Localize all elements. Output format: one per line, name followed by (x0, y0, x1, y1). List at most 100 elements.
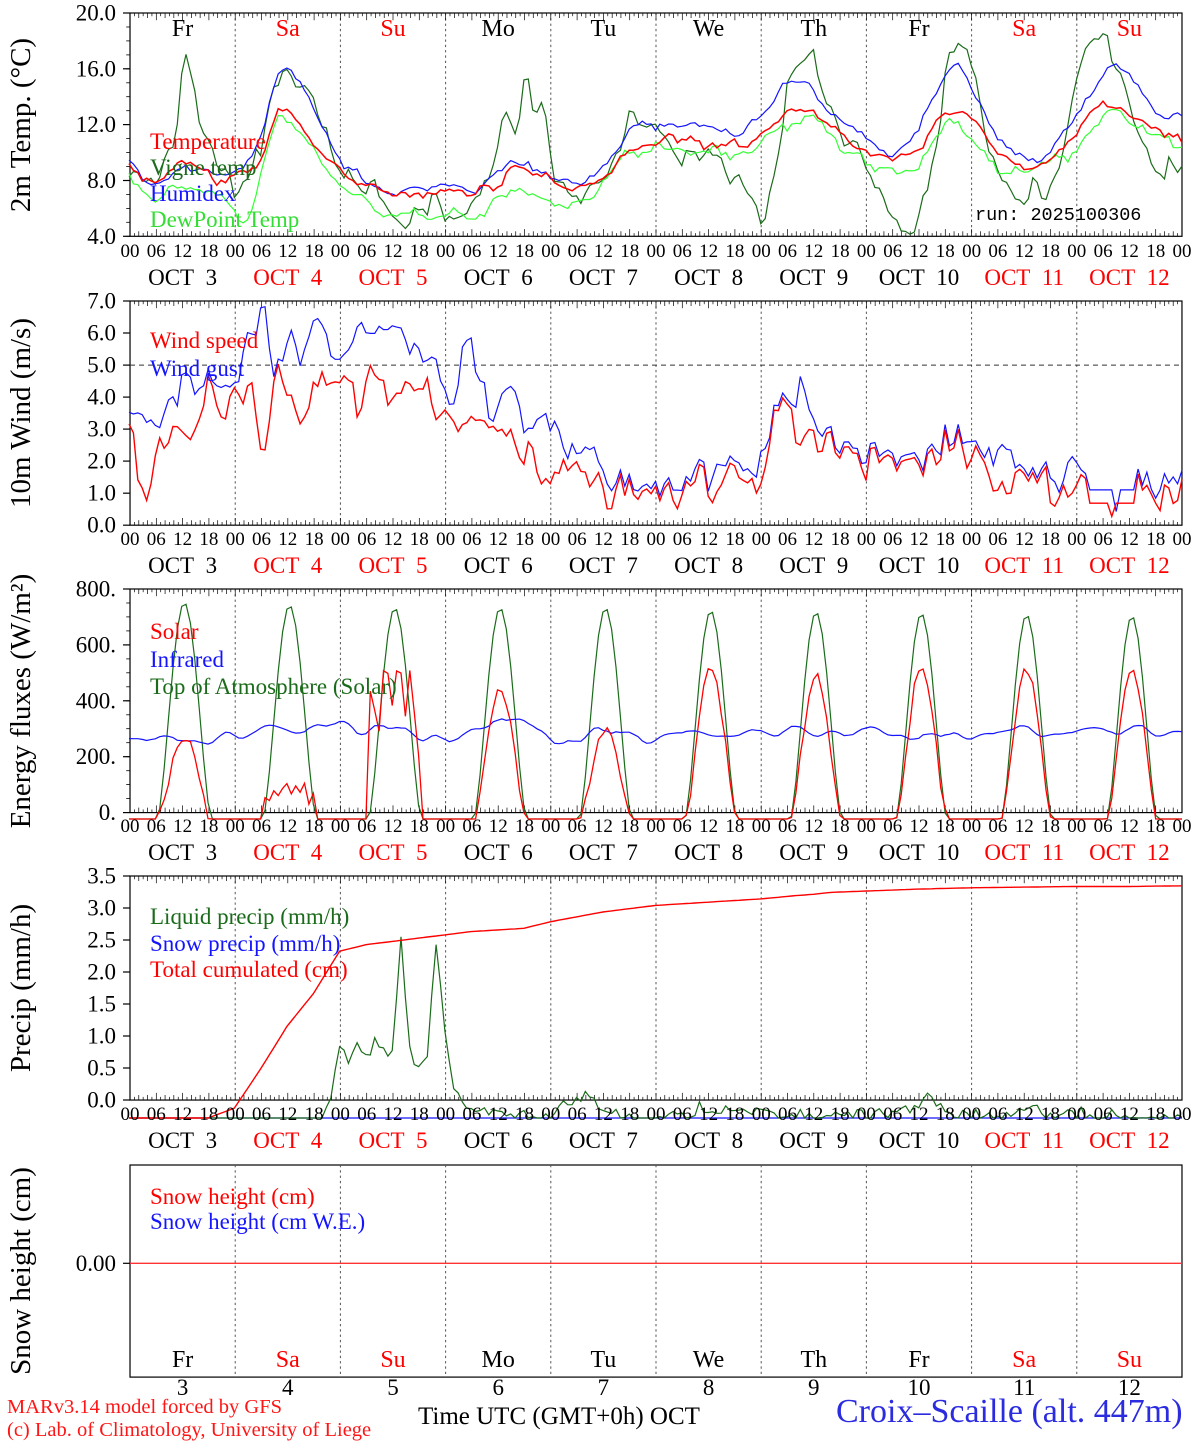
svg-text:OCT 3: OCT 3 (148, 840, 217, 865)
svg-text:3.0: 3.0 (87, 416, 116, 441)
svg-text:OCT 5: OCT 5 (359, 840, 428, 865)
svg-text:12: 12 (1015, 241, 1034, 262)
svg-text:00: 00 (752, 1104, 771, 1125)
svg-text:8.0: 8.0 (87, 168, 116, 193)
svg-text:12: 12 (384, 529, 403, 550)
svg-text:OCT 11: OCT 11 (984, 840, 1064, 865)
svg-text:OCT 7: OCT 7 (569, 553, 638, 578)
svg-text:OCT 4: OCT 4 (253, 1128, 323, 1153)
svg-text:00: 00 (121, 529, 140, 550)
svg-text:OCT 9: OCT 9 (779, 553, 848, 578)
svg-text:12: 12 (699, 1104, 718, 1125)
svg-text:7.0: 7.0 (87, 288, 116, 313)
svg-text:00: 00 (541, 816, 560, 837)
svg-text:12: 12 (594, 241, 613, 262)
svg-text:06: 06 (883, 529, 902, 550)
svg-text:12: 12 (699, 529, 718, 550)
svg-text:18: 18 (515, 816, 534, 837)
svg-text:12.0: 12.0 (76, 112, 116, 137)
svg-text:6: 6 (492, 1375, 504, 1400)
svg-text:800.: 800. (76, 576, 116, 601)
svg-text:OCT 6: OCT 6 (464, 840, 533, 865)
svg-text:06: 06 (988, 529, 1007, 550)
svg-text:Su: Su (1117, 16, 1142, 42)
svg-text:Infrared: Infrared (150, 647, 225, 672)
svg-text:12: 12 (278, 529, 297, 550)
svg-text:200.: 200. (76, 744, 116, 769)
svg-text:OCT 4: OCT 4 (253, 553, 323, 578)
svg-text:00: 00 (647, 241, 666, 262)
svg-text:18: 18 (1146, 529, 1165, 550)
svg-text:Temperature: Temperature (150, 129, 266, 154)
svg-text:18: 18 (515, 241, 534, 262)
svg-text:12: 12 (594, 816, 613, 837)
svg-text:06: 06 (883, 1104, 902, 1125)
svg-text:18: 18 (725, 816, 744, 837)
svg-text:run: 2025100306: run: 2025100306 (975, 205, 1141, 226)
svg-text:OCT 11: OCT 11 (984, 1128, 1064, 1153)
svg-text:OCT 6: OCT 6 (464, 265, 533, 290)
svg-text:Tu: Tu (590, 1347, 616, 1373)
svg-text:9: 9 (808, 1375, 820, 1400)
svg-text:00: 00 (647, 529, 666, 550)
svg-text:5.0: 5.0 (87, 352, 116, 377)
svg-text:3.5: 3.5 (87, 863, 116, 888)
svg-text:00: 00 (436, 529, 455, 550)
svg-text:00: 00 (752, 241, 771, 262)
svg-text:00: 00 (962, 1104, 981, 1125)
svg-text:00: 00 (226, 816, 245, 837)
svg-text:OCT 6: OCT 6 (464, 1128, 533, 1153)
svg-text:06: 06 (568, 529, 587, 550)
svg-text:06: 06 (1094, 529, 1113, 550)
svg-text:OCT 8: OCT 8 (674, 553, 743, 578)
svg-text:00: 00 (226, 241, 245, 262)
svg-text:Fr: Fr (172, 16, 193, 42)
svg-text:06: 06 (252, 816, 271, 837)
svg-text:06: 06 (778, 241, 797, 262)
svg-text:Snow height (cm): Snow height (cm) (150, 1184, 315, 1209)
svg-text:00: 00 (541, 241, 560, 262)
svg-text:00: 00 (226, 529, 245, 550)
svg-text:06: 06 (1094, 241, 1113, 262)
svg-text:00: 00 (857, 816, 876, 837)
svg-text:18: 18 (936, 1104, 955, 1125)
svg-text:06: 06 (778, 816, 797, 837)
svg-text:00: 00 (436, 1104, 455, 1125)
svg-text:Th: Th (800, 1347, 827, 1373)
svg-text:06: 06 (252, 529, 271, 550)
svg-text:12: 12 (278, 241, 297, 262)
svg-text:OCT 8: OCT 8 (674, 1128, 743, 1153)
svg-text:18: 18 (936, 529, 955, 550)
svg-text:12: 12 (1015, 529, 1034, 550)
svg-text:Sa: Sa (276, 16, 300, 42)
svg-text:OCT 10: OCT 10 (879, 265, 960, 290)
svg-text:06: 06 (147, 241, 166, 262)
svg-text:OCT 11: OCT 11 (984, 265, 1064, 290)
svg-text:12: 12 (173, 241, 192, 262)
svg-text:6.0: 6.0 (87, 320, 116, 345)
svg-text:OCT 9: OCT 9 (779, 840, 848, 865)
svg-text:18: 18 (936, 816, 955, 837)
svg-text:OCT 3: OCT 3 (148, 1128, 217, 1153)
svg-text:Snow precip (mm/h): Snow precip (mm/h) (150, 931, 340, 956)
svg-text:12: 12 (1120, 816, 1139, 837)
svg-text:18: 18 (831, 241, 850, 262)
svg-text:18: 18 (831, 529, 850, 550)
svg-text:00: 00 (752, 816, 771, 837)
svg-text:12: 12 (594, 1104, 613, 1125)
svg-text:OCT 9: OCT 9 (779, 265, 848, 290)
svg-text:OCT 12: OCT 12 (1089, 1128, 1170, 1153)
svg-text:1.0: 1.0 (87, 480, 116, 505)
svg-text:12: 12 (910, 241, 929, 262)
svg-text:00: 00 (121, 816, 140, 837)
svg-text:12: 12 (804, 1104, 823, 1125)
svg-text:12: 12 (278, 1104, 297, 1125)
svg-text:12: 12 (1120, 1104, 1139, 1125)
svg-text:OCT 7: OCT 7 (569, 1128, 638, 1153)
svg-text:OCT 12: OCT 12 (1089, 840, 1170, 865)
svg-text:18: 18 (1041, 241, 1060, 262)
svg-text:We: We (693, 1347, 724, 1373)
svg-text:Tu: Tu (590, 16, 616, 42)
svg-text:18: 18 (620, 529, 639, 550)
svg-text:00: 00 (857, 529, 876, 550)
